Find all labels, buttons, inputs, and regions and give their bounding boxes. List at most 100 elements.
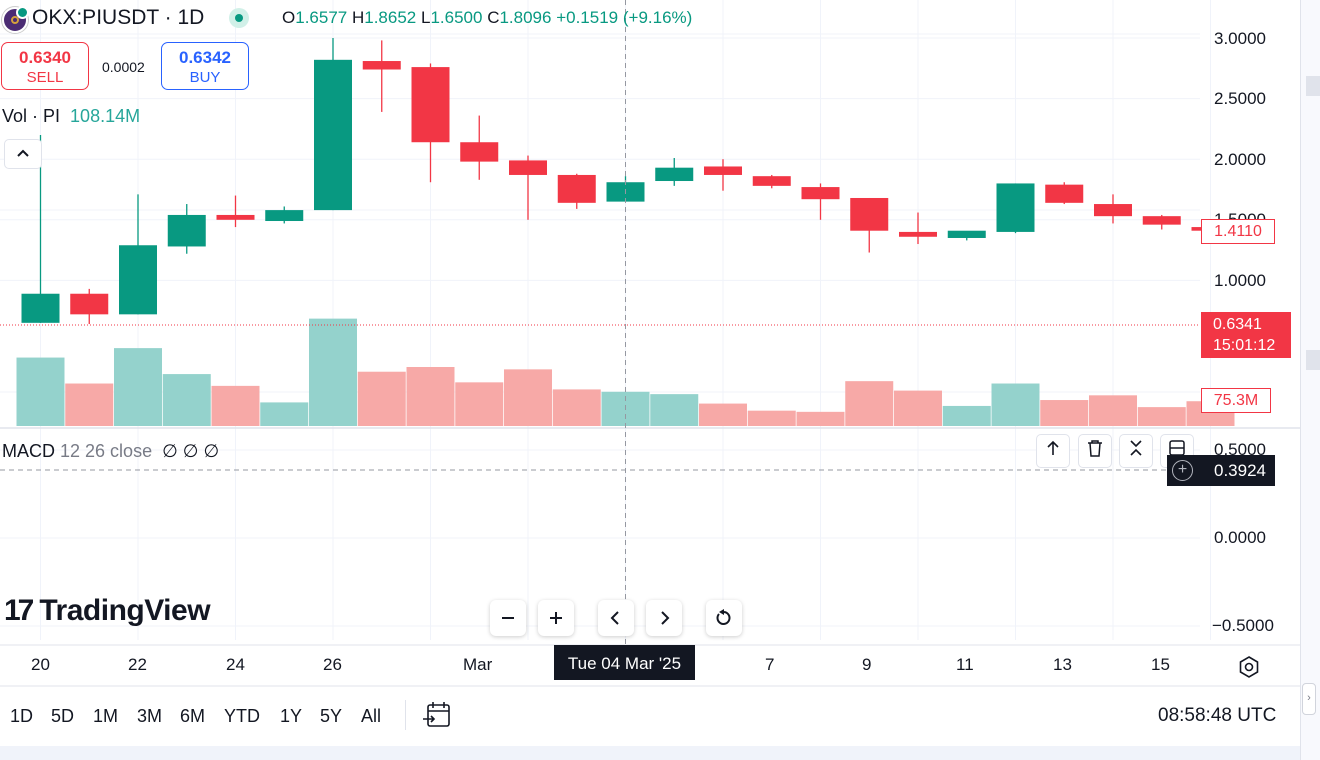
change-value: +0.1519 (+9.16%) [556,8,693,27]
scroll-thumb[interactable] [1306,350,1320,370]
volume-bar [406,367,455,426]
utc-clock[interactable]: 08:58:48 UTC [1158,705,1277,726]
candle-body [167,214,206,247]
move-pane-up-button[interactable] [1036,434,1070,468]
arrow-up-icon [1047,440,1059,455]
time-tick: 13 [1053,655,1072,674]
range-all-button[interactable]: All [361,706,382,726]
volume-bar [162,374,211,426]
market-open-status-icon [229,8,249,28]
volume-bar [552,389,601,426]
candle-body [801,187,840,200]
candle-body [752,176,791,186]
macd-tick: −0.5000 [1212,616,1274,635]
time-tick: 24 [226,655,245,674]
volume-bar [650,394,699,426]
volume-bar [260,402,309,426]
macd-name: MACD [2,441,55,461]
collapse-pane-button[interactable] [1119,434,1153,468]
time-tick: 9 [862,655,872,674]
bar-countdown: 15:01:12 [1213,337,1276,354]
macd-legend[interactable]: MACD 12 26 close ∅ ∅ ∅ [2,441,219,462]
reset-chart-button[interactable] [706,600,742,636]
toolbar-divider [405,700,406,730]
candle-body [1094,204,1132,217]
open-value: 1.6577 [295,8,348,27]
time-tick: 26 [323,655,342,674]
high-value: 1.8652 [364,8,417,27]
volume-legend[interactable]: Vol · PI 108.14M [2,106,140,127]
time-tick: 7 [765,655,775,674]
range-3m-button[interactable]: 3M [137,706,163,726]
reset-icon [716,609,731,625]
crosshair-value-tag: + 0.3924 [1167,455,1275,486]
settings-icon[interactable] [1236,654,1262,680]
trash-icon [1088,440,1102,457]
candle-body [1142,216,1181,225]
candle-body [119,245,157,315]
high-key: H [351,8,365,27]
candle-body [21,293,60,323]
brand-name: TradingView [39,594,211,627]
zoom-in-button[interactable] [538,600,574,636]
volume-bar [16,357,65,426]
symbol-title[interactable]: OKX:PIUSDT · 1D [32,6,205,29]
price-tick: 3.0000 [1214,29,1266,48]
volume-bar [894,390,942,426]
add-plus-icon[interactable]: + [1172,460,1193,481]
volume-bar [114,348,162,426]
candle-body [216,214,255,220]
time-tick: 20 [31,655,50,674]
close-key: C [487,8,500,27]
volume-tag: 75.3M [1201,388,1271,413]
price-tick: 2.5000 [1214,89,1266,108]
range-6m-button[interactable]: 6M [180,706,206,726]
candle-body [460,142,499,162]
crosshair-date-tag: Tue 04 Mar '25 [554,645,695,680]
low-key: L [420,8,431,27]
candle-body [362,61,401,70]
volume-legend-name: Vol · PI [2,106,61,126]
time-tick: 11 [956,655,974,674]
candle-body [314,59,352,211]
range-ytd-button[interactable]: YTD [224,706,260,726]
range-1m-button[interactable]: 1M [93,706,119,726]
volume-bar [699,403,747,426]
volume-bar [796,411,845,426]
collapse-icon [1130,440,1142,456]
range-1y-button[interactable]: 1Y [280,706,303,726]
volume-bar [211,385,260,426]
calendar-goto-icon[interactable] [422,700,452,730]
right-scroll-track[interactable] [1300,0,1320,760]
range-1d-button[interactable]: 1D [10,706,34,726]
close-value: 1.8096 [499,8,552,27]
candle-body [850,197,889,231]
expand-panel-button[interactable]: › [1302,683,1316,715]
volume-bar [65,383,114,426]
bottom-strip [0,746,1300,760]
minus-icon [502,617,514,619]
current-price-value: 0.6341 [1213,316,1262,333]
sell-price: 0.6340 [19,48,71,67]
chevron-up-icon [17,149,29,157]
volume-bar [845,381,894,426]
delete-pane-button[interactable] [1078,434,1112,468]
volume-bar [1089,395,1137,426]
buy-button[interactable]: 0.6342 BUY [161,42,249,90]
range-5y-button[interactable]: 5Y [320,706,343,726]
candle-body [947,230,986,238]
scroll-left-button[interactable] [598,600,634,636]
sell-button[interactable]: 0.6340 SELL [1,42,89,90]
tradingview-logo[interactable]: 17 TradingView [4,594,211,628]
time-tick: Mar [463,655,493,674]
symbol-logo-icon[interactable] [2,6,29,33]
scroll-thumb[interactable] [1306,76,1320,96]
zoom-out-button[interactable] [490,600,526,636]
chevron-right-icon [661,611,670,625]
chart-canvas[interactable] [0,0,1300,745]
scroll-right-button[interactable] [646,600,682,636]
range-5d-button[interactable]: 5D [51,706,75,726]
collapse-legend-button[interactable] [4,139,42,169]
volume-bar [309,318,357,426]
candle-body [70,293,109,315]
